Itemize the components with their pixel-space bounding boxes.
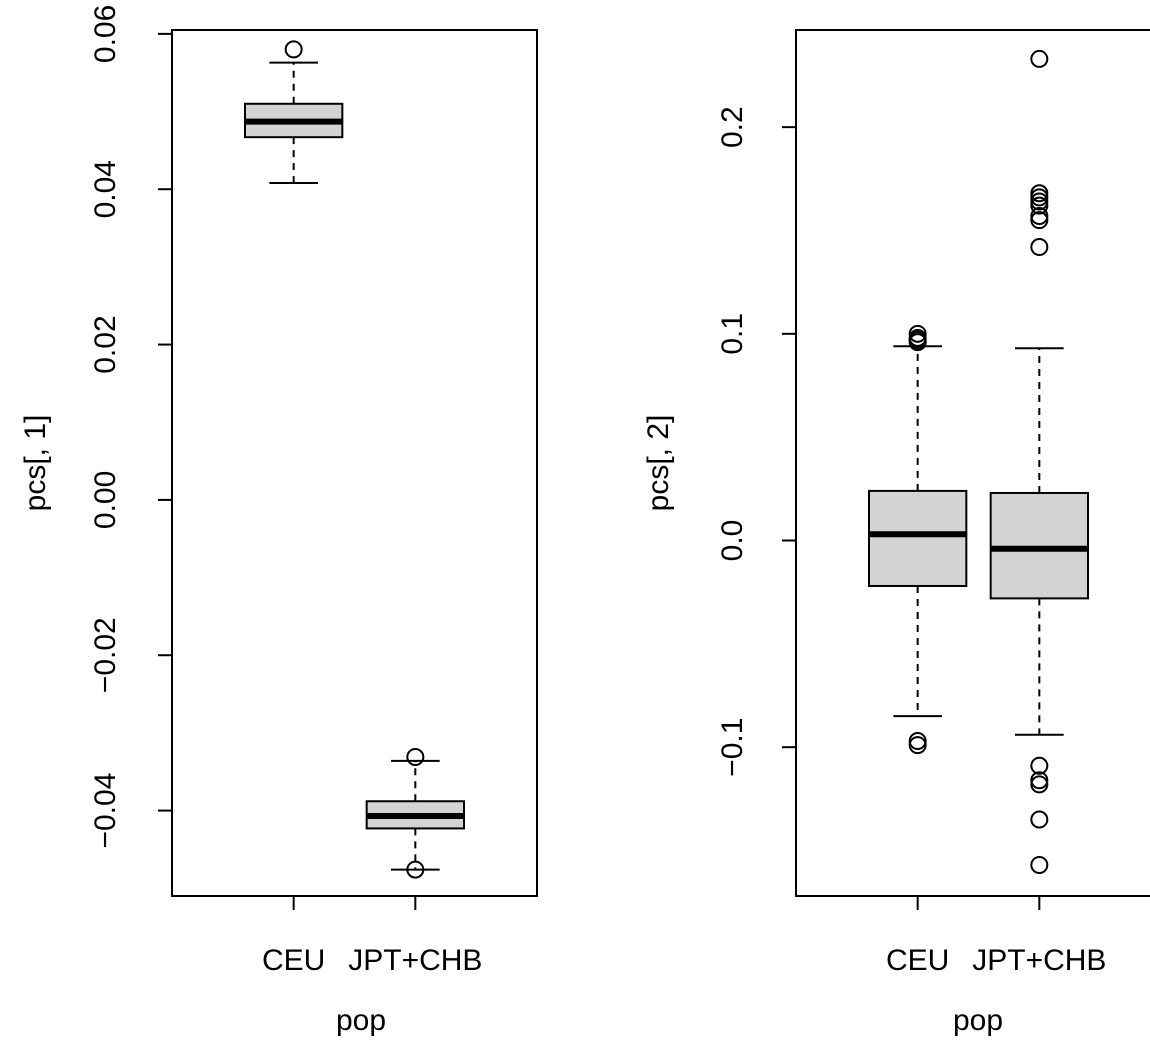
y-tick-label: −0.02 [89, 617, 122, 693]
x-tick-label: JPT+CHB [348, 944, 482, 977]
outlier-point [406, 747, 425, 766]
y-tick-label: 0.04 [89, 160, 122, 218]
outlier-point [1030, 756, 1049, 775]
outlier-point [1030, 771, 1049, 790]
outlier-point [406, 860, 425, 879]
outlier-point [1030, 855, 1049, 874]
box-JPT+CHB [989, 49, 1090, 874]
outlier-point [284, 40, 303, 59]
box-CEU [244, 40, 344, 185]
y-tick-label: −0.1 [716, 718, 749, 777]
outlier-point [1030, 192, 1049, 211]
box-JPT+CHB [365, 747, 465, 879]
x-tick-label: CEU [886, 944, 949, 977]
outlier-point [1030, 775, 1049, 794]
outlier-point [1030, 49, 1049, 68]
box-CEU [868, 324, 968, 755]
outlier-point [1030, 196, 1049, 215]
panel-1: −0.04 −0.02 0.00 0.02 0.04 0.06 CEU JPT+CHB pop p… [19, 5, 538, 1037]
x-tick-label: CEU [262, 944, 325, 977]
outlier-point [1030, 238, 1049, 257]
y-axis-label: pcs[, 1] [19, 415, 52, 512]
outlier-point [1030, 211, 1049, 230]
outlier-point [1030, 207, 1049, 226]
y-tick-label: 0.02 [89, 315, 122, 373]
y-tick-label: 0.0 [716, 520, 749, 562]
box-iqr [989, 491, 1090, 600]
x-tick-label: JPT+CHB [972, 944, 1106, 977]
plot-frame [171, 29, 538, 897]
outlier-point [1030, 188, 1049, 207]
x-axis-label: pop [336, 1004, 386, 1037]
y-tick-label: 0.06 [89, 5, 122, 63]
outlier-point [908, 731, 927, 750]
outlier-point [1030, 184, 1049, 203]
outlier-point [908, 333, 927, 352]
y-axis-label: pcs[, 2] [642, 415, 675, 512]
y-tick-label: 0.00 [89, 471, 122, 529]
plot-frame [795, 29, 1150, 897]
y-tick-label: −0.04 [89, 773, 122, 849]
box-iqr [868, 489, 968, 587]
y-tick-label: 0.1 [716, 313, 749, 355]
y-tick-label: 0.2 [716, 106, 749, 148]
panel-2: −0.1 0.0 0.1 0.2 CEU JPT+CHB pop pcs[, 2] [642, 29, 1150, 1037]
outlier-point [1030, 810, 1049, 829]
outlier-point [908, 324, 927, 343]
outlier-point [908, 736, 927, 755]
x-axis-label: pop [953, 1004, 1003, 1037]
